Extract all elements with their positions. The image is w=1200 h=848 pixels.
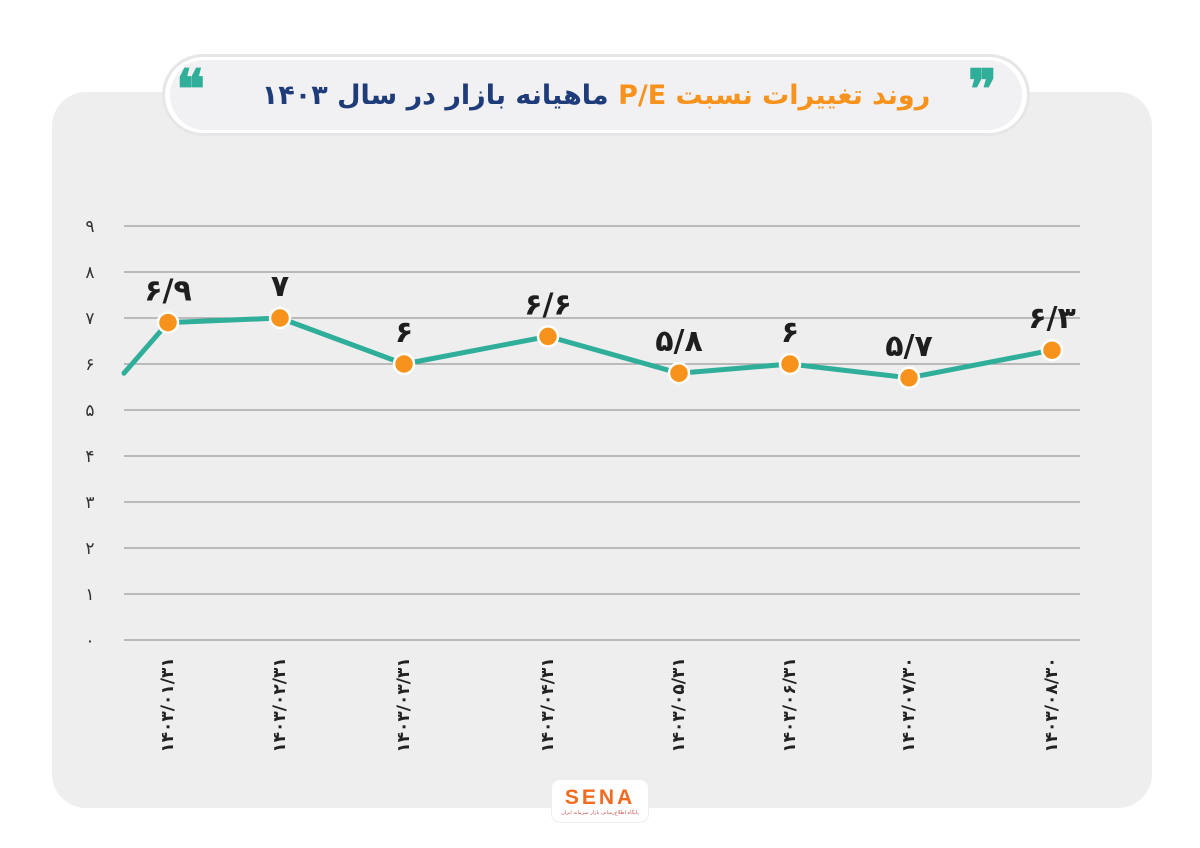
x-tick-label: ۱۴۰۳/۰۳/۳۱ [394, 657, 414, 752]
data-point-marker [392, 352, 416, 376]
data-labels: ۶/۹ ۷ ۶ ۶/۶ ۵/۸ ۶ ۵/۷ ۶/۳ [144, 269, 1076, 364]
data-label: ۶ [395, 315, 413, 350]
y-tick-label: ۷ [85, 309, 94, 329]
data-point-marker [536, 325, 560, 348]
y-tick-label: ۴ [85, 447, 94, 467]
y-tick-label: ۶ [85, 355, 94, 375]
data-label: ۷ [271, 269, 289, 304]
data-label: ۵/۷ [885, 329, 933, 364]
title-part-2: P/E [618, 79, 667, 111]
data-label: ۶/۹ [144, 274, 192, 309]
x-tick-labels: ۱۴۰۳/۰۱/۳۱ ۱۴۰۳/۰۲/۳۱ ۱۴۰۳/۰۳/۳۱ ۱۴۰۳/۰۴/۳۱… [158, 657, 1062, 752]
chart-title: روند تغییرات نسبت P/E ماهیانه بازار در س… [170, 60, 1022, 130]
data-label: ۵/۸ [655, 324, 703, 359]
title-part-1: روند تغییرات نسبت [666, 79, 931, 111]
y-tick-label: ۸ [85, 263, 94, 283]
x-tick-label: ۱۴۰۳/۰۸/۳۰ [1042, 657, 1062, 752]
data-point-marker [667, 361, 691, 385]
x-tick-label: ۱۴۰۳/۰۶/۳۱ [780, 657, 800, 752]
data-point-marker [1040, 338, 1064, 362]
x-tick-label: ۱۴۰۳/۰۵/۳۱ [669, 657, 689, 752]
y-tick-label: ۳ [85, 493, 94, 513]
y-tick-labels: ۰ ۱ ۲ ۳ ۴ ۵ ۶ ۷ ۸ ۹ [85, 217, 94, 651]
logo-subtitle: پایگاه اطلاع‌رسانی بازار سرمایه ایران [561, 809, 639, 816]
data-label: ۶/۳ [1028, 301, 1076, 336]
data-point-marker [156, 311, 180, 334]
y-tick-label: ۲ [85, 539, 94, 559]
y-tick-label: ۵ [85, 401, 94, 421]
x-tick-label: ۱۴۰۳/۰۲/۳۱ [270, 657, 290, 752]
data-label: ۶/۶ [524, 287, 572, 322]
sena-logo: SENA پایگاه اطلاع‌رسانی بازار سرمایه ایر… [552, 780, 648, 822]
markers [156, 306, 1064, 390]
x-tick-label: ۱۴۰۳/۰۴/۳۱ [538, 657, 558, 752]
x-tick-label: ۱۴۰۳/۰۷/۳۰ [899, 657, 919, 752]
y-tick-label: ۰ [85, 631, 94, 651]
data-point-marker [268, 306, 292, 330]
x-tick-label: ۱۴۰۳/۰۱/۳۱ [158, 657, 178, 752]
chart-panel [52, 92, 1152, 808]
grid-layer [124, 225, 1080, 641]
data-label: ۶ [781, 315, 799, 350]
y-tick-label: ۹ [85, 217, 94, 237]
quote-close-icon: ❞ [968, 57, 998, 121]
data-point-marker [778, 352, 802, 376]
logo-text: SENA [564, 785, 636, 809]
quote-open-icon: ❝ [176, 57, 206, 121]
y-tick-label: ۱ [85, 585, 94, 605]
title-part-3: ماهیانه بازار در سال ۱۴۰۳ [261, 79, 619, 111]
data-point-marker [897, 366, 921, 390]
